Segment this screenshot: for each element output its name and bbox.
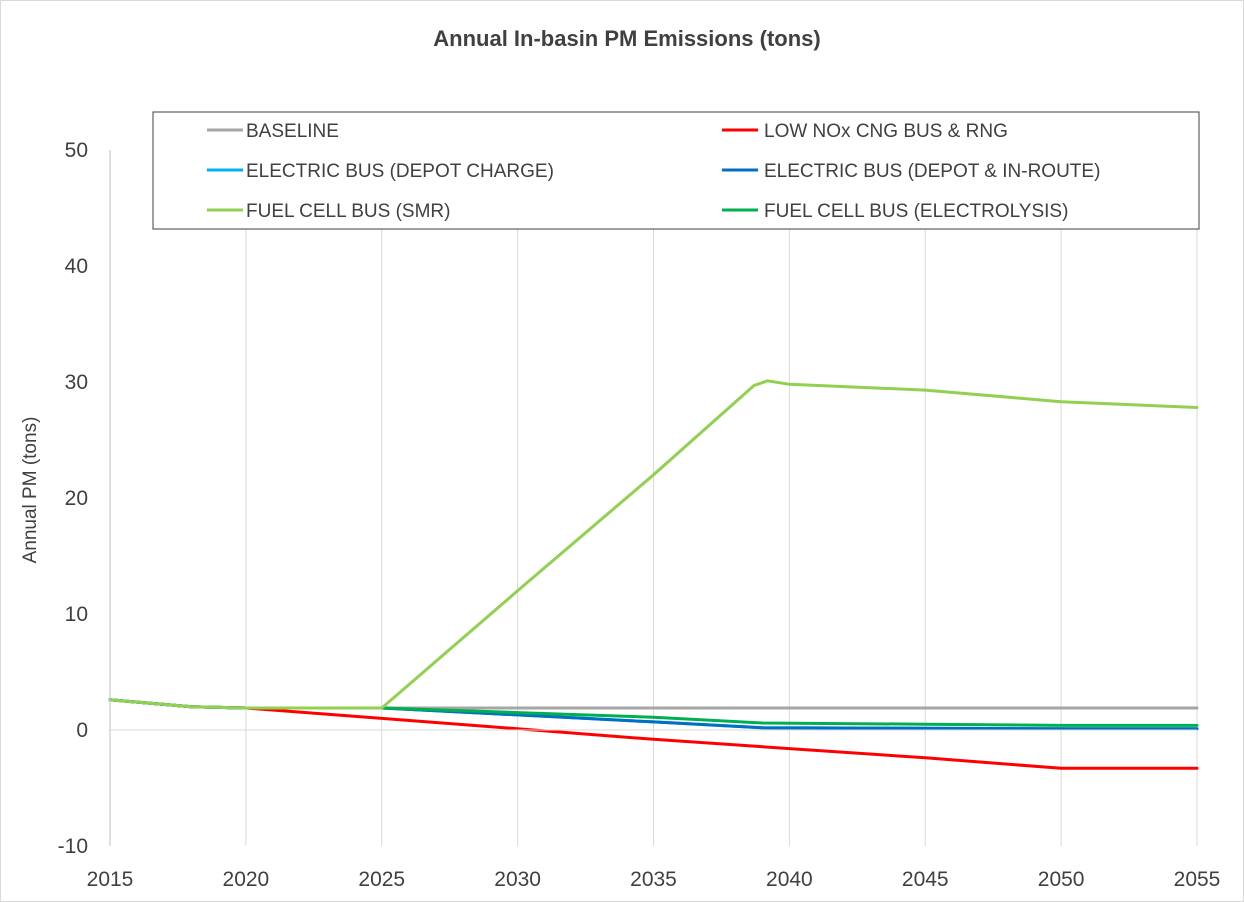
x-tick-label-2045: 2045 [902,868,949,891]
y-tick-label-0: 0 [76,719,88,742]
y-tick-label-10: 10 [65,603,88,626]
axes: 2015 2020 2025 2030 2035 2040 2045 2050 2055-100… [58,139,1221,891]
series-lines [108,379,1199,770]
chart-title: Annual In-basin PM Emissions (tons) [433,26,820,51]
x-tick-label-2015: 2015 [87,868,134,891]
legend-label-5: FUEL CELL BUS (ELECTROLYSIS) [764,201,1068,222]
y-tick-label--10: -10 [58,835,88,858]
legend-label-4: FUEL CELL BUS (SMR) [246,201,450,222]
y-tick-label-40: 40 [65,255,88,278]
x-tick-label-2020: 2020 [223,868,270,891]
legend-label-0: BASELINE [246,121,339,142]
x-tick-label-2050: 2050 [1038,868,1085,891]
legend-box [152,111,1200,230]
legend-label-1: LOW NOx CNG BUS & RNG [764,121,1008,142]
y-tick-label-50: 50 [65,139,88,162]
legend-label-3: ELECTRIC BUS (DEPOT & IN-ROUTE) [764,161,1100,182]
x-tick-label-2025: 2025 [358,868,405,891]
y-tick-label-30: 30 [65,371,88,394]
x-tick-label-2035: 2035 [630,868,677,891]
legend: BASELINE LOW NOx CNG BUS & RNG ELECTRIC BU… [152,111,1200,230]
series-line-4 [108,379,1199,710]
y-axis-label: Annual PM (tons) [20,417,41,564]
x-tick-label-2040: 2040 [766,868,813,891]
x-tick-label-2030: 2030 [494,868,541,891]
legend-label-2: ELECTRIC BUS (DEPOT CHARGE) [246,161,554,182]
y-tick-label-20: 20 [65,487,88,510]
x-tick-label-2055: 2055 [1174,868,1221,891]
